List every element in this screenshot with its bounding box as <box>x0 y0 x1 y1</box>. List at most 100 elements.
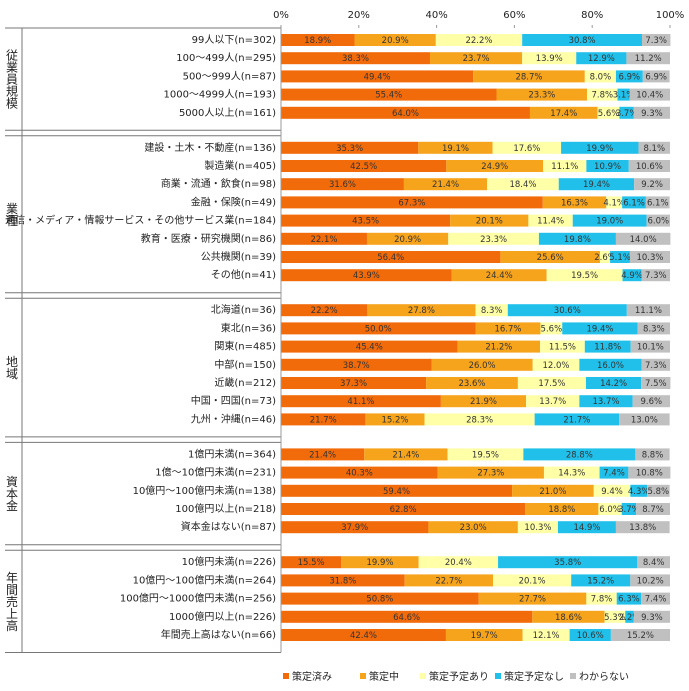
bar-segment <box>281 484 513 497</box>
value-label: 23.0% <box>460 523 487 533</box>
bar-segment <box>431 358 533 371</box>
value-label: 18.6% <box>555 613 582 623</box>
bar-segment <box>571 574 631 587</box>
category-label: 製造業(n=405) <box>204 159 276 172</box>
value-label: 20.1% <box>476 217 503 227</box>
value-label: 62.8% <box>390 505 417 515</box>
value-label: 35.8% <box>554 558 581 568</box>
bar-segment <box>281 610 533 623</box>
value-label: 7.3% <box>645 36 667 46</box>
value-label: 38.7% <box>343 361 370 371</box>
value-label: 13.7% <box>593 397 620 407</box>
value-label: 11.1% <box>635 306 662 316</box>
bar-segment <box>426 377 518 389</box>
bar-segment <box>558 178 635 191</box>
bar-segment <box>579 358 642 371</box>
value-label: 45.4% <box>356 343 383 353</box>
value-label: 27.8% <box>408 306 435 316</box>
category-label: 教育・医療・研究機関(n=86) <box>141 232 276 245</box>
bar-segment <box>507 304 627 317</box>
bar-segment <box>500 251 600 263</box>
category-label: 1000億円以上(n=226) <box>169 610 276 623</box>
bar-segment <box>543 466 600 479</box>
value-label: 4.3% <box>628 487 650 497</box>
category-label: 99人以下(n=302) <box>192 34 276 46</box>
value-label: 9.2% <box>641 180 663 190</box>
bar-segment <box>625 610 634 623</box>
bar-segment <box>437 466 544 479</box>
bar-segment <box>534 413 620 426</box>
value-label: 16.3% <box>561 198 588 208</box>
value-label: 19.8% <box>564 235 591 245</box>
value-label: 22.2% <box>311 306 338 316</box>
value-label: 21.7% <box>563 415 590 425</box>
bar-segment <box>429 52 523 65</box>
value-label: 8.3% <box>643 324 665 334</box>
value-label: 15.2% <box>587 576 614 586</box>
bar-segment <box>619 106 634 119</box>
bar-segment <box>525 503 599 515</box>
value-label: 23.7% <box>463 54 490 64</box>
bar-segment <box>540 340 585 353</box>
bar-segment <box>517 377 586 389</box>
bar-segment <box>543 160 587 172</box>
value-label: 10.3% <box>524 523 551 533</box>
bar-segment <box>597 106 620 119</box>
bar-segment <box>281 556 342 569</box>
bar-segment <box>626 304 670 317</box>
bar-segment <box>281 214 451 227</box>
value-label: 19.5% <box>571 271 598 281</box>
value-label: 42.4% <box>350 631 377 641</box>
value-label: 7.3% <box>645 271 667 281</box>
bar-segment <box>457 340 541 353</box>
value-label: 7.5% <box>645 379 667 389</box>
value-label: 8.8% <box>642 450 664 460</box>
category-label: 金融・保険(n=49) <box>191 195 276 208</box>
value-label: 6.0% <box>648 217 670 227</box>
bar-segment <box>619 413 670 426</box>
value-label: 6.9% <box>645 72 667 82</box>
value-label: 10.6% <box>577 631 604 641</box>
bar-segment <box>428 521 518 534</box>
value-label: 20.9% <box>394 235 421 245</box>
bar-segment <box>281 377 427 389</box>
value-label: 64.6% <box>393 613 420 623</box>
bar-segment <box>630 340 670 353</box>
value-label: 8.1% <box>643 144 665 154</box>
value-label: 4.1% <box>603 198 625 208</box>
value-label: 28.7% <box>515 72 542 82</box>
bar-segment <box>498 556 638 569</box>
bar-segment <box>403 178 488 191</box>
value-label: 43.5% <box>352 217 379 227</box>
category-label: 九州・沖縄(n=46) <box>191 412 276 425</box>
value-label: 10.6% <box>636 162 663 172</box>
bar-segment <box>523 448 636 461</box>
category-label: 1億～10億円未満(n=231) <box>155 466 276 479</box>
group-label: 資本金 <box>5 475 19 511</box>
bar-segment <box>546 269 623 282</box>
category-label: 10億円～100億円未満(n=264) <box>133 573 277 586</box>
value-label: 19.9% <box>366 558 393 568</box>
bar-segment <box>281 574 405 587</box>
value-label: 8.3% <box>481 306 503 316</box>
bar-segment <box>538 232 616 245</box>
bar-segment <box>599 466 629 479</box>
value-label: 12.0% <box>543 361 570 371</box>
value-label: 3.7% <box>618 505 640 515</box>
bar-segment <box>561 141 639 154</box>
bar-segment <box>281 88 497 101</box>
value-label: 19.1% <box>442 144 469 154</box>
bar-segment <box>584 70 616 83</box>
bar-segment <box>641 358 670 371</box>
bar-segment <box>451 269 547 282</box>
bar-segment <box>418 141 493 154</box>
value-label: 11.5% <box>549 343 576 353</box>
value-label: 6.9% <box>619 72 641 82</box>
value-label: 56.4% <box>377 253 404 263</box>
value-label: 21.4% <box>392 450 419 460</box>
bar-segment <box>475 322 541 335</box>
bar-segment <box>626 52 670 65</box>
group-label: 従業員規模 <box>5 49 19 109</box>
bar-segment <box>529 106 598 119</box>
category-label: 10億円～100億円未満(n=138) <box>133 484 277 497</box>
